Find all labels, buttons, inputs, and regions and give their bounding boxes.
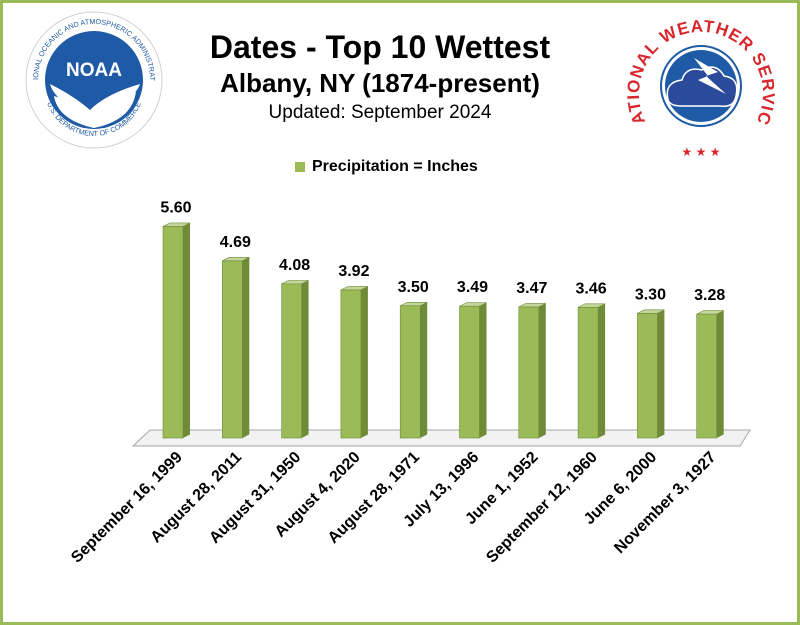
bar-top bbox=[518, 303, 546, 308]
bar bbox=[637, 309, 665, 439]
bar-top bbox=[400, 301, 428, 307]
bar bbox=[399, 301, 428, 439]
bar bbox=[518, 303, 546, 439]
bar-top bbox=[696, 310, 724, 315]
lightning-icon bbox=[694, 58, 726, 94]
bar-value-label: 4.69 bbox=[220, 234, 251, 251]
legend-swatch bbox=[295, 162, 305, 172]
bar-front bbox=[222, 260, 243, 439]
bar-value-label: 5.60 bbox=[160, 199, 191, 216]
bar-front bbox=[399, 305, 421, 439]
x-tick-label: September 12, 1960 bbox=[483, 449, 601, 567]
bar-value-label: 3.49 bbox=[457, 279, 488, 296]
bar-side bbox=[538, 303, 546, 438]
bar bbox=[222, 257, 250, 439]
bar-front bbox=[281, 283, 302, 439]
legend: Precipitation = Inches bbox=[295, 157, 478, 177]
bar-series: 5.60 4.69 4.08 3.92 3.50 3.49 3.47 3.46 3.30 3.28 bbox=[160, 199, 725, 439]
bar-top bbox=[162, 222, 191, 227]
bar-value-label: 3.30 bbox=[635, 286, 666, 303]
bar bbox=[459, 302, 487, 439]
legend-label: Precipitation = Inches bbox=[312, 158, 478, 175]
noaa-logo-text: NOAA bbox=[66, 60, 122, 81]
bar-front bbox=[637, 313, 658, 439]
bar-side bbox=[183, 222, 190, 438]
bar-side bbox=[479, 302, 487, 438]
chart-title: Dates - Top 10 Wettest bbox=[209, 29, 551, 65]
bar-value-label: 4.08 bbox=[279, 257, 310, 274]
x-tick-label: September 16, 1999 bbox=[68, 449, 186, 567]
bar-front bbox=[518, 306, 540, 439]
chart-subtitle: Albany, NY (1874-present) bbox=[220, 68, 540, 98]
bar-front bbox=[577, 306, 599, 439]
nws-logo: NATIONAL WEATHER SERVICE ★ ★ ★ bbox=[619, 0, 777, 168]
bar-side bbox=[301, 280, 309, 438]
bar-top bbox=[577, 303, 606, 308]
bar-side bbox=[242, 257, 250, 438]
bar-front bbox=[459, 305, 480, 439]
stars-icon: ★ ★ ★ bbox=[682, 145, 721, 159]
noaa-logo: NOAA NATIONAL OCEANIC AND ATMOSPHERIC AD… bbox=[21, 3, 164, 155]
chart-titles: Dates - Top 10 Wettest Albany, NY (1874-… bbox=[180, 28, 580, 126]
updated-text: Updated: September 2024 bbox=[268, 102, 492, 123]
bar bbox=[162, 222, 191, 439]
x-tick-label: November 3, 1927 bbox=[611, 449, 719, 557]
bar-front bbox=[340, 289, 362, 439]
bar-top bbox=[637, 309, 665, 314]
bar-value-label: 3.50 bbox=[398, 279, 429, 296]
bar bbox=[340, 286, 369, 439]
bar-top bbox=[281, 280, 309, 285]
bar-front bbox=[162, 226, 184, 439]
bar bbox=[696, 310, 724, 439]
bar-value-label: 3.46 bbox=[576, 280, 607, 297]
bar-front bbox=[696, 313, 718, 439]
bar-value-label: 3.92 bbox=[338, 263, 369, 280]
bar bbox=[281, 280, 309, 439]
bar-side bbox=[420, 302, 428, 438]
bar-side bbox=[598, 303, 606, 438]
bar-side bbox=[657, 309, 665, 438]
bar-top bbox=[222, 257, 250, 262]
bar-value-label: 3.28 bbox=[694, 287, 725, 304]
bar-side bbox=[716, 310, 724, 438]
bar-value-label: 3.47 bbox=[516, 280, 547, 297]
bar bbox=[577, 303, 606, 439]
bar-top bbox=[340, 286, 369, 291]
bar-side bbox=[360, 286, 368, 438]
bar-top bbox=[459, 302, 487, 307]
